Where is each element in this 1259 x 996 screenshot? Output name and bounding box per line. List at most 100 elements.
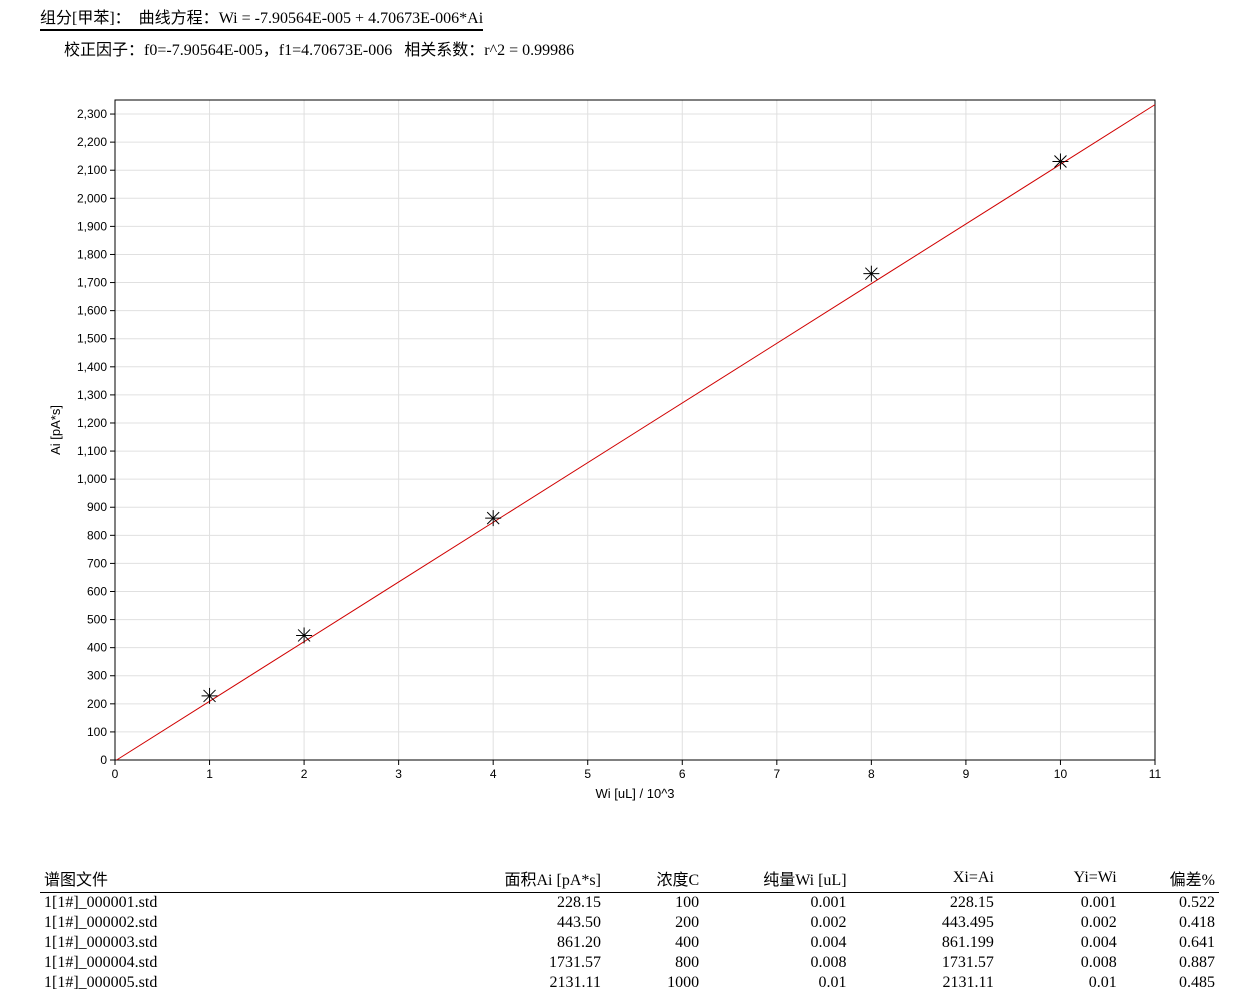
y-tick-label: 2,100 xyxy=(77,163,107,177)
cell-xi: 1731.57 xyxy=(851,953,998,973)
col-conc: 浓度C xyxy=(605,864,703,893)
cell-file: 1[1#]_000005.std xyxy=(40,973,458,993)
cell-area: 1731.57 xyxy=(458,953,605,973)
col-xi: Xi=Ai xyxy=(851,864,998,893)
cell-dev: 0.485 xyxy=(1121,973,1219,993)
calibration-chart: 0123456789101101002003004005006007008009… xyxy=(0,80,1259,830)
table-row: 1[1#]_000002.std443.502000.002443.4950.0… xyxy=(40,913,1219,933)
table-row: 1[1#]_000001.std228.151000.001228.150.00… xyxy=(40,893,1219,914)
data-point xyxy=(485,510,501,526)
x-tick-label: 11 xyxy=(1149,767,1162,781)
cell-dev: 0.418 xyxy=(1121,913,1219,933)
x-tick-label: 6 xyxy=(679,767,686,781)
cell-wi: 0.008 xyxy=(703,953,850,973)
y-tick-label: 1,100 xyxy=(77,444,107,458)
table-row: 1[1#]_000003.std861.204000.004861.1990.0… xyxy=(40,933,1219,953)
x-axis-label: Wi [uL] / 10^3 xyxy=(595,786,674,801)
cell-conc: 1000 xyxy=(605,973,703,993)
y-tick-label: 2,200 xyxy=(77,135,107,149)
y-tick-label: 900 xyxy=(87,500,107,514)
data-point xyxy=(863,266,879,282)
cell-yi: 0.004 xyxy=(998,933,1121,953)
y-tick-label: 1,500 xyxy=(77,332,107,346)
y-tick-label: 1,700 xyxy=(77,276,107,290)
y-tick-label: 2,300 xyxy=(77,107,107,121)
data-point xyxy=(1052,153,1068,169)
y-tick-label: 1,800 xyxy=(77,247,107,261)
table-row: 1[1#]_000005.std2131.1110000.012131.110.… xyxy=(40,973,1219,993)
y-tick-label: 1,300 xyxy=(77,388,107,402)
cell-area: 2131.11 xyxy=(458,973,605,993)
y-tick-label: 300 xyxy=(87,669,107,683)
cell-xi: 228.15 xyxy=(851,893,998,914)
col-yi: Yi=Wi xyxy=(998,864,1121,893)
x-tick-label: 8 xyxy=(868,767,875,781)
cell-xi: 2131.11 xyxy=(851,973,998,993)
data-point xyxy=(296,627,312,643)
cell-conc: 200 xyxy=(605,913,703,933)
cell-area: 443.50 xyxy=(458,913,605,933)
y-tick-label: 1,900 xyxy=(77,219,107,233)
cell-conc: 800 xyxy=(605,953,703,973)
col-wi: 纯量Wi [uL] xyxy=(703,864,850,893)
cell-dev: 0.522 xyxy=(1121,893,1219,914)
y-tick-label: 100 xyxy=(87,725,107,739)
corr-value: r^2 = 0.99986 xyxy=(484,42,574,59)
y-tick-label: 2,000 xyxy=(77,191,107,205)
cell-file: 1[1#]_000002.std xyxy=(40,913,458,933)
x-tick-label: 9 xyxy=(963,767,970,781)
table-row: 1[1#]_000004.std1731.578000.0081731.570.… xyxy=(40,953,1219,973)
table-body: 1[1#]_000001.std228.151000.001228.150.00… xyxy=(40,893,1219,994)
x-tick-label: 4 xyxy=(490,767,497,781)
table-header-row: 谱图文件面积Ai [pA*s]浓度C纯量Wi [uL]Xi=AiYi=Wi偏差% xyxy=(40,864,1219,893)
curve-prefix: 曲线方程： xyxy=(139,10,219,27)
corr-prefix: 相关系数： xyxy=(404,42,484,59)
component-label: 组分[甲苯]： xyxy=(40,10,131,27)
factors-prefix: 校正因子： xyxy=(64,42,144,59)
data-point xyxy=(202,688,218,704)
x-tick-label: 2 xyxy=(301,767,308,781)
cell-file: 1[1#]_000004.std xyxy=(40,953,458,973)
y-tick-label: 500 xyxy=(87,613,107,627)
col-file: 谱图文件 xyxy=(40,864,458,893)
cell-dev: 0.887 xyxy=(1121,953,1219,973)
cell-file: 1[1#]_000003.std xyxy=(40,933,458,953)
y-tick-label: 700 xyxy=(87,556,107,570)
y-axis-label: Ai [pA*s] xyxy=(48,405,63,455)
y-tick-label: 1,400 xyxy=(77,360,107,374)
header-line1: 组分[甲苯]： 曲线方程：Wi = -7.90564E-005 + 4.7067… xyxy=(40,4,1219,28)
y-tick-label: 1,200 xyxy=(77,416,107,430)
cell-conc: 100 xyxy=(605,893,703,914)
cell-conc: 400 xyxy=(605,933,703,953)
y-tick-label: 600 xyxy=(87,584,107,598)
cell-yi: 0.002 xyxy=(998,913,1121,933)
y-tick-label: 0 xyxy=(100,753,107,767)
y-tick-label: 200 xyxy=(87,697,107,711)
cell-area: 228.15 xyxy=(458,893,605,914)
x-tick-label: 7 xyxy=(773,767,780,781)
y-tick-label: 1,000 xyxy=(77,472,107,486)
cell-yi: 0.008 xyxy=(998,953,1121,973)
cell-xi: 861.199 xyxy=(851,933,998,953)
data-table: 谱图文件面积Ai [pA*s]浓度C纯量Wi [uL]Xi=AiYi=Wi偏差%… xyxy=(40,864,1219,993)
header-line2: 校正因子：f0=-7.90564E-005，f1=4.70673E-006 相关… xyxy=(40,30,1219,60)
x-tick-label: 1 xyxy=(206,767,213,781)
cell-wi: 0.01 xyxy=(703,973,850,993)
cell-file: 1[1#]_000001.std xyxy=(40,893,458,914)
y-tick-label: 400 xyxy=(87,641,107,655)
cell-dev: 0.641 xyxy=(1121,933,1219,953)
header-block: 组分[甲苯]： 曲线方程：Wi = -7.90564E-005 + 4.7067… xyxy=(0,0,1259,62)
cell-wi: 0.001 xyxy=(703,893,850,914)
y-tick-label: 800 xyxy=(87,528,107,542)
col-dev: 偏差% xyxy=(1121,864,1219,893)
curve-equation: Wi = -7.90564E-005 + 4.70673E-006*Ai xyxy=(219,10,483,27)
x-tick-label: 5 xyxy=(584,767,591,781)
y-tick-label: 1,600 xyxy=(77,304,107,318)
cell-area: 861.20 xyxy=(458,933,605,953)
cell-yi: 0.001 xyxy=(998,893,1121,914)
cell-yi: 0.01 xyxy=(998,973,1121,993)
x-tick-label: 0 xyxy=(112,767,119,781)
x-tick-label: 10 xyxy=(1054,767,1068,781)
cell-xi: 443.495 xyxy=(851,913,998,933)
factors-value: f0=-7.90564E-005，f1=4.70673E-006 xyxy=(144,42,392,59)
